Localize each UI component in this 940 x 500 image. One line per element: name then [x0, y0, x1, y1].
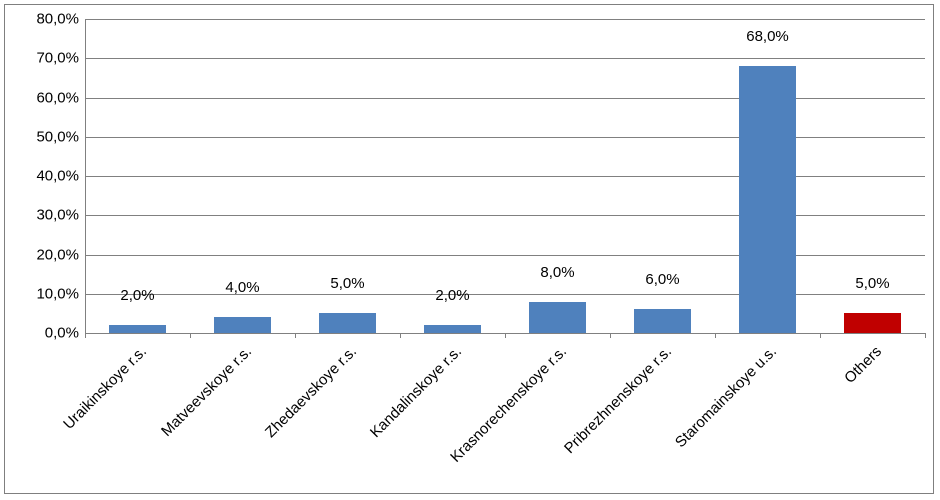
- chart-frame: 0,0% 10,0% 20,0% 30,0% 40,0% 50,0% 60,0% 70,0% 8…: [4, 4, 934, 494]
- gridline: [85, 58, 925, 59]
- gridline: [85, 294, 925, 295]
- bar-value-label: 8,0%: [540, 264, 574, 281]
- bar-value-label: 6,0%: [645, 271, 679, 288]
- x-category-label: Pribrezhnenskoye r.s.: [560, 343, 674, 457]
- x-category-label: Kandalinskoye r.s.: [366, 343, 464, 441]
- bar-value-label: 2,0%: [120, 287, 154, 304]
- x-tick: [610, 333, 611, 338]
- y-tick-label: 40,0%: [36, 168, 85, 185]
- x-category-label: Krasnorechenskoye r.s.: [447, 343, 570, 466]
- bar: [529, 302, 587, 333]
- x-tick: [85, 333, 86, 338]
- y-tick-label: 10,0%: [36, 285, 85, 302]
- x-category-label: Staromainskoye u.s.: [671, 343, 779, 451]
- x-tick: [190, 333, 191, 338]
- bar-value-label: 4,0%: [225, 279, 259, 296]
- plot-area: 0,0%10,0%20,0%30,0%40,0%50,0%60,0%70,0%8…: [85, 19, 925, 333]
- gridline: [85, 255, 925, 256]
- x-category-label: Matveevskoye r.s.: [158, 343, 255, 440]
- x-tick: [295, 333, 296, 338]
- bar: [214, 317, 272, 333]
- y-axis-line: [85, 19, 86, 333]
- bar: [844, 313, 902, 333]
- x-category-label: Uraikinskoye r.s.: [60, 343, 150, 433]
- gridline: [85, 215, 925, 216]
- x-tick: [715, 333, 716, 338]
- bar-value-label: 2,0%: [435, 287, 469, 304]
- bar: [424, 325, 482, 333]
- gridline: [85, 19, 925, 20]
- y-tick-label: 20,0%: [36, 246, 85, 263]
- bar: [634, 309, 692, 333]
- y-tick-label: 50,0%: [36, 128, 85, 145]
- gridline: [85, 137, 925, 138]
- x-category-label: Others: [841, 343, 885, 387]
- gridline: [85, 98, 925, 99]
- x-category-label: Zhedaevskoye r.s.: [261, 343, 359, 441]
- x-tick: [820, 333, 821, 338]
- y-tick-label: 0,0%: [45, 325, 85, 342]
- bar-value-label: 68,0%: [746, 28, 789, 45]
- bar: [739, 66, 797, 333]
- y-tick-label: 30,0%: [36, 207, 85, 224]
- x-tick: [925, 333, 926, 338]
- bar-value-label: 5,0%: [855, 275, 889, 292]
- bar: [109, 325, 167, 333]
- x-tick: [400, 333, 401, 338]
- y-tick-label: 60,0%: [36, 89, 85, 106]
- y-tick-label: 80,0%: [36, 11, 85, 28]
- bar: [319, 313, 377, 333]
- gridline: [85, 176, 925, 177]
- bar-value-label: 5,0%: [330, 275, 364, 292]
- y-tick-label: 70,0%: [36, 50, 85, 67]
- x-tick: [505, 333, 506, 338]
